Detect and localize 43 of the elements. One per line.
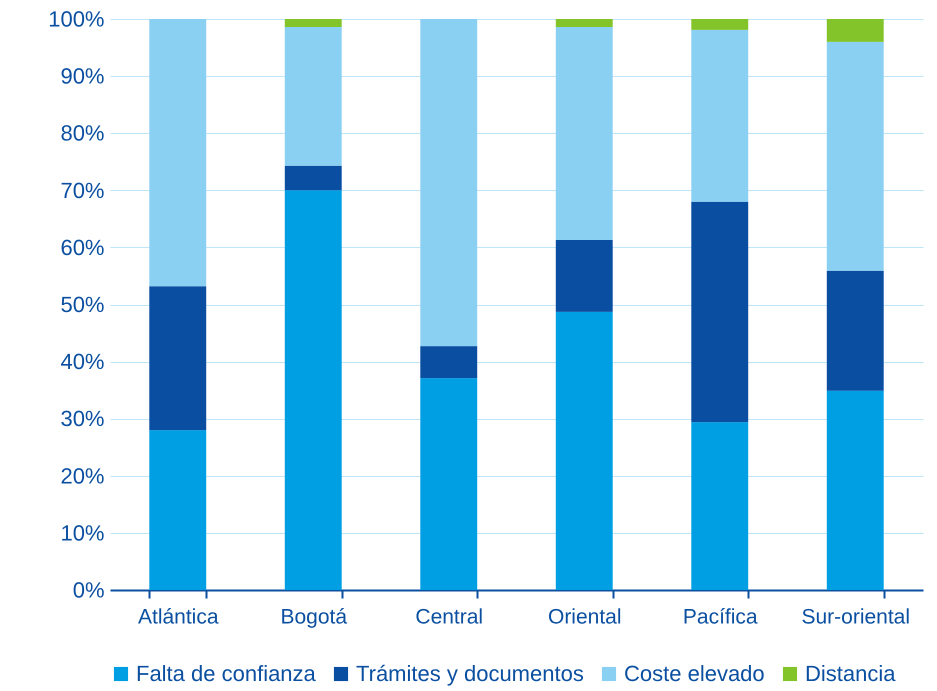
y-tick-label: 50% [60, 292, 104, 317]
bar [556, 312, 613, 590]
x-tick-label: Sur-oriental [801, 606, 910, 628]
bar [826, 42, 884, 271]
y-tick-label: 100% [48, 6, 104, 32]
bar [284, 19, 342, 27]
y-tick-label: 30% [60, 406, 104, 432]
bar [284, 190, 342, 590]
x-tick-label: Oriental [548, 606, 622, 628]
bar [691, 30, 748, 202]
legend-label: Coste elevado [624, 661, 765, 686]
bar [149, 19, 206, 286]
bar [556, 240, 613, 312]
bar [149, 430, 206, 590]
y-tick-label: 20% [60, 463, 104, 488]
x-tick-label: Bogotá [280, 606, 348, 628]
bar [826, 270, 884, 391]
legend-label: Trámites y documentos [356, 661, 584, 686]
bar [691, 202, 748, 422]
bar [556, 26, 613, 240]
bar [149, 286, 206, 430]
bar [420, 346, 478, 378]
bar [826, 19, 884, 42]
bar [691, 422, 748, 590]
legend-label: Falta de confianza [136, 661, 317, 686]
y-tick-label: 40% [60, 349, 104, 374]
y-tick-label: 80% [60, 120, 104, 146]
x-tick-label: Pacífica [682, 606, 758, 628]
bar [284, 26, 342, 166]
bar [556, 19, 613, 27]
bar [826, 390, 884, 590]
y-tick-label: 90% [60, 64, 104, 89]
bar [420, 19, 478, 346]
bar [691, 19, 748, 30]
x-tick-label: Atlántica [138, 606, 219, 628]
bar [284, 166, 342, 190]
bar [420, 378, 478, 590]
legend-label: Distancia [805, 661, 896, 686]
y-tick-label: 0% [72, 578, 104, 602]
y-tick-label: 70% [60, 178, 104, 203]
x-tick-label: Central [415, 606, 484, 628]
y-tick-label: 60% [60, 234, 104, 260]
y-tick-label: 10% [60, 520, 104, 546]
